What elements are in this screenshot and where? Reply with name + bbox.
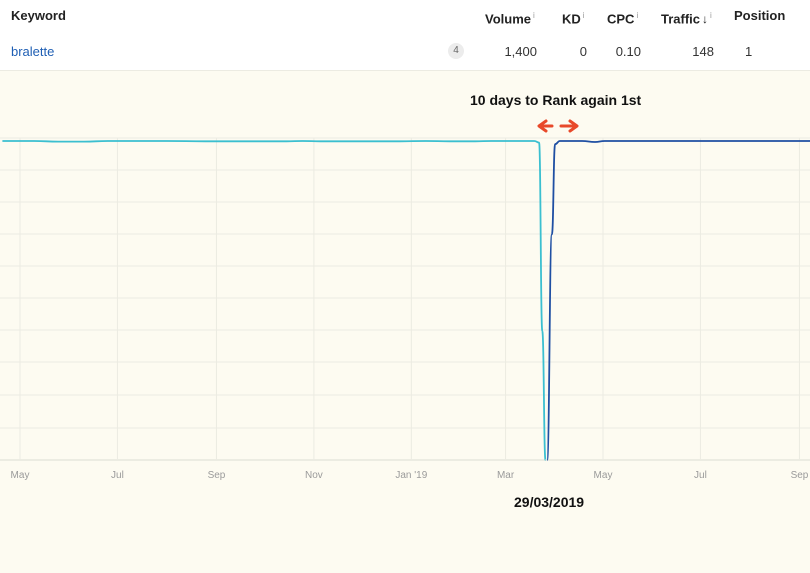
table-row: bralette 4 1,400 0 0.10 148 1 [0,33,810,71]
annotation-date: 29/03/2019 [514,494,585,510]
column-header-volume-label: Volume [485,11,531,27]
serp-features-badge[interactable]: 4 [448,43,464,59]
series-line-2 [546,140,810,461]
series-line-1 [2,140,547,461]
x-tick-label: Mar [497,470,515,481]
sort-down-icon[interactable]: ↓ [702,12,709,27]
info-icon[interactable]: i [636,11,639,20]
column-header-volume[interactable]: Volume i [485,8,535,27]
arrow-right-icon [559,119,579,133]
x-tick-label: Sep [791,470,809,481]
x-tick-label: May [11,470,30,481]
x-axis-ticks: May Jul Sep Nov Jan '19 Mar May Jul Sep [11,470,809,481]
annotation-arrows [537,119,579,133]
x-tick-label: Jan '19 [395,470,427,481]
column-header-kd[interactable]: KD i [562,8,585,27]
x-tick-label: Nov [305,470,323,481]
info-icon[interactable]: i [533,11,535,20]
table-header: Keyword Volume i KD i CPC i Traffic ↓ i Posit… [0,0,810,34]
column-header-kd-label: KD [562,11,581,27]
position-value: 1 [745,44,753,59]
x-tick-label: Jul [111,470,124,481]
column-header-position-label: Position [734,8,786,23]
chart-grid [0,137,810,461]
x-tick-label: Jul [694,470,707,481]
cpc-value: 0.10 [615,44,641,59]
annotation-title: 10 days to Rank again 1st [470,92,642,108]
chart-series [2,140,810,461]
column-header-cpc[interactable]: CPC i [607,8,638,27]
volume-value: 1,400 [504,44,537,59]
x-tick-label: Sep [208,470,226,481]
arrow-left-icon [537,119,554,133]
column-header-cpc-label: CPC [607,11,635,27]
traffic-value: 148 [692,44,714,59]
kd-value: 0 [579,44,587,59]
column-header-position[interactable]: Position [734,8,785,24]
keyword-link[interactable]: bralette [11,44,55,59]
info-icon[interactable]: i [710,11,712,20]
x-tick-label: May [594,470,613,481]
column-header-traffic-label: Traffic [661,11,701,27]
info-icon[interactable]: i [582,11,585,20]
column-header-keyword-label: Keyword [11,8,66,23]
column-header-keyword[interactable]: Keyword [11,8,66,24]
column-header-traffic[interactable]: Traffic ↓ i [661,8,712,27]
